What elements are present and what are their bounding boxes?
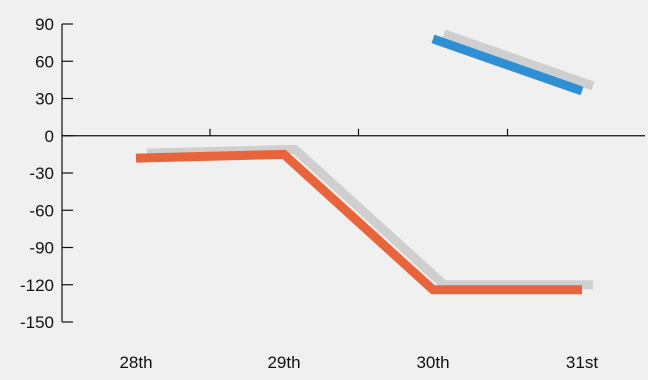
series-2-line xyxy=(433,39,582,91)
y-tick-label: -120 xyxy=(20,276,54,295)
y-tick-label: 30 xyxy=(35,90,54,109)
y-tick-label: 60 xyxy=(35,52,54,71)
series-1-line xyxy=(136,154,582,289)
y-tick-label: -60 xyxy=(29,201,54,220)
series-1-shadow xyxy=(147,149,593,284)
y-tick-label: -30 xyxy=(29,164,54,183)
x-tick-label: 28th xyxy=(119,353,152,372)
y-tick-label: 90 xyxy=(35,15,54,34)
y-tick-label: -90 xyxy=(29,239,54,258)
series-2-shadow xyxy=(444,34,593,86)
y-tick-label: 0 xyxy=(45,127,54,146)
x-tick-label: 29th xyxy=(267,353,300,372)
y-tick-label: -150 xyxy=(20,313,54,332)
x-tick-label: 31st xyxy=(566,353,598,372)
x-tick-label: 30th xyxy=(416,353,449,372)
